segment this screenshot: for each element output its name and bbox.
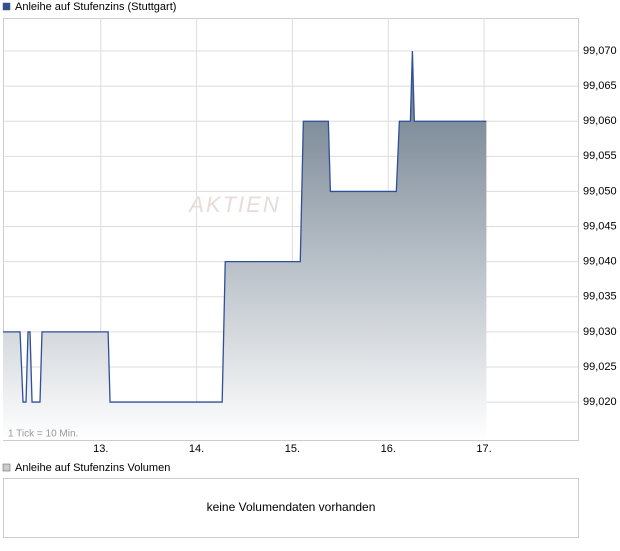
y-tick-label: 99,050 [583, 185, 617, 197]
y-tick-label: 99,025 [583, 361, 617, 373]
legend-swatch [2, 2, 11, 11]
empty-message: keine Volumendaten vorhanden [207, 500, 376, 514]
legend-swatch [2, 463, 11, 472]
y-tick-label: 99,020 [583, 396, 617, 408]
y-tick-label: 99,065 [583, 80, 617, 92]
x-tick-label: 14. [189, 443, 204, 455]
line [3, 50, 487, 403]
y-tick-label: 99,040 [583, 256, 617, 268]
x-tick-label: 16. [381, 443, 396, 455]
y-tick-label: 99,060 [583, 115, 617, 127]
annotation: 1 Tick = 10 Min. [8, 429, 78, 440]
panel-title: Anleihe auf Stufenzins Volumen [15, 462, 170, 474]
watermark: AKTIEN [187, 192, 280, 217]
y-tick-label: 99,035 [583, 291, 617, 303]
volume-frame [3, 478, 579, 538]
x-tick-label: 15. [285, 443, 300, 455]
y-tick-label: 99,045 [583, 220, 617, 232]
area [3, 51, 487, 441]
x-tick-label: 13. [93, 443, 108, 455]
chart-title: Anleihe auf Stufenzins (Stuttgart) [15, 1, 176, 13]
y-tick-label: 99,030 [583, 326, 617, 338]
y-tick-label: 99,070 [583, 45, 617, 57]
x-tick-label: 17. [476, 443, 491, 455]
y-tick-label: 99,055 [583, 150, 617, 162]
